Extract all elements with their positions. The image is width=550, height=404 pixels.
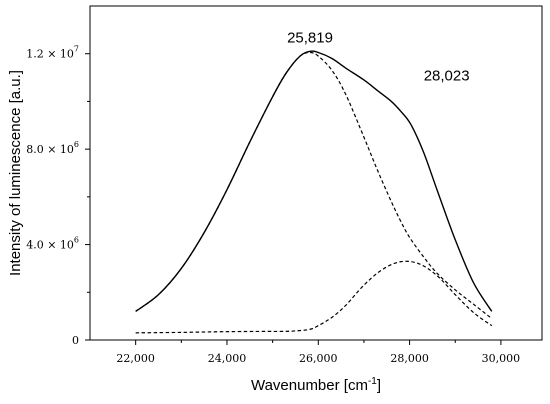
x-tick-label: 22,000 <box>116 352 155 365</box>
y-tick-label: 0 <box>72 334 79 347</box>
series-group <box>135 50 493 334</box>
series-line-3-dashed <box>135 51 493 320</box>
x-tick-label: 24,000 <box>208 352 247 365</box>
ticks: 22,000 24,000 26,000 28,000 30,000 0 4.0 × 106… <box>26 45 520 365</box>
y-tick-label: 4.0 × 106 <box>26 236 79 252</box>
x-axis-title-superscript: -1 <box>368 376 377 387</box>
annotations: 25,819 28,023 <box>287 29 470 84</box>
plot-frame <box>89 5 543 341</box>
peak-label: 28,023 <box>424 67 470 84</box>
series-line-2-dashed <box>135 260 493 334</box>
y-tick-label: 1.2 × 107 <box>26 45 79 61</box>
y-axis-title: Intensity of luminescence [a.u.] <box>7 70 24 276</box>
series-line-1-solid <box>135 50 493 312</box>
x-tick-label: 28,000 <box>390 352 429 365</box>
x-tick-label: 26,000 <box>299 352 338 365</box>
y-tick-label: 8.0 × 106 <box>26 140 79 156</box>
x-tick-label: 30,000 <box>482 352 521 365</box>
x-axis-title: Wavenumber [cm-1] <box>251 376 381 394</box>
peak-label: 25,819 <box>287 29 333 46</box>
